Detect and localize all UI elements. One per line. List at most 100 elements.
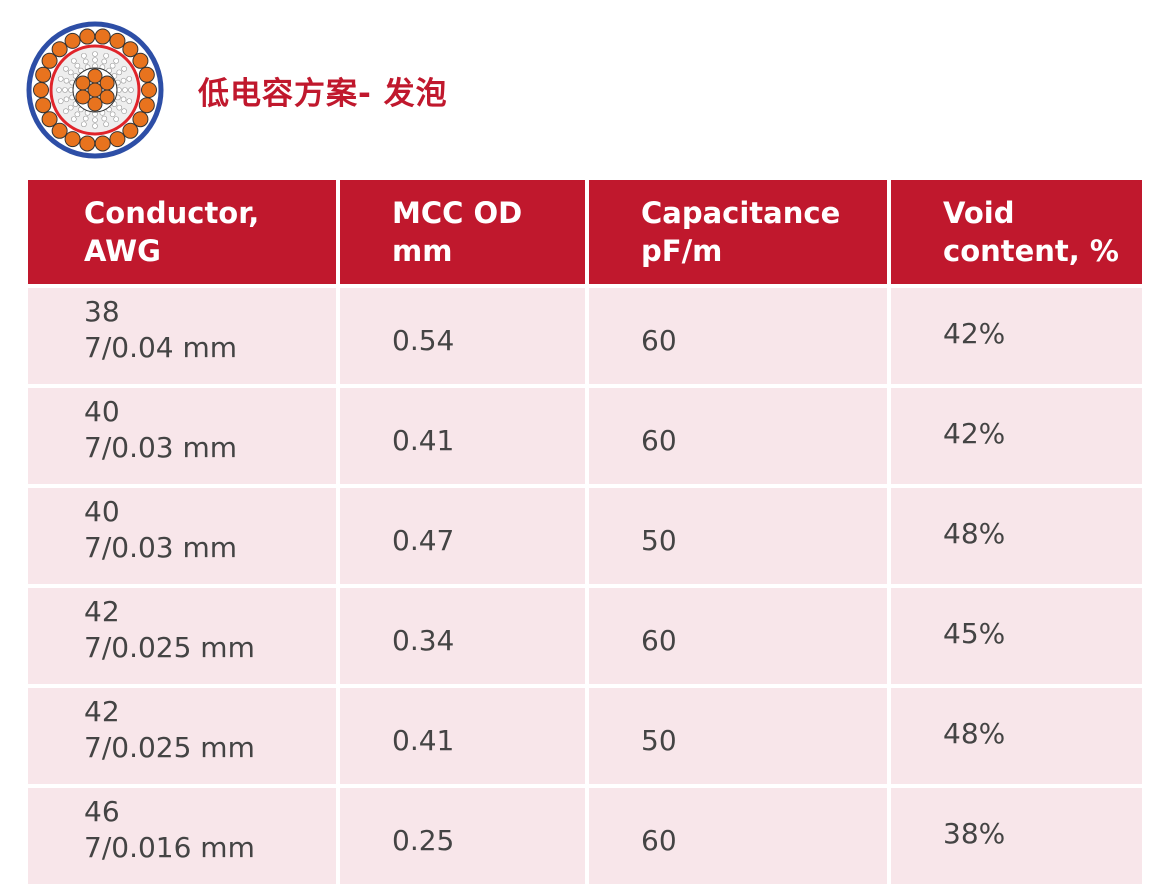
cell-capacitance: 60	[589, 788, 887, 884]
cell-void-content: 38%	[891, 788, 1142, 884]
foam-cell	[113, 116, 119, 122]
table-row: 42 7/0.025 mm 0.41 50 48%	[28, 688, 1142, 784]
cell-conductor: 40 7/0.03 mm	[28, 488, 336, 584]
foam-cell	[56, 87, 62, 93]
foam-cell	[92, 123, 98, 129]
foam-cell	[113, 58, 119, 64]
cell-mcc-od: 0.47	[340, 488, 585, 584]
shield-strand	[109, 131, 126, 148]
foam-cell	[103, 52, 109, 59]
cell-mcc-od: 0.34	[340, 588, 585, 684]
foam-cell	[92, 57, 98, 63]
foam-cell	[101, 115, 108, 122]
foam-cell	[101, 58, 108, 65]
cell-void-content: 45%	[891, 588, 1142, 684]
core-strand	[99, 75, 115, 91]
foam-cell	[126, 76, 133, 82]
shield-strand	[138, 66, 155, 83]
header-mcc-od: MCC OD mm	[340, 180, 585, 284]
foam-cell	[120, 77, 127, 84]
table-row: 46 7/0.016 mm 0.25 60 38%	[28, 788, 1142, 884]
foam-cell	[109, 111, 116, 118]
shield-strand	[41, 111, 58, 128]
foam-cell	[63, 96, 70, 103]
cell-capacitance: 60	[589, 388, 887, 484]
cell-mcc-od: 0.41	[340, 388, 585, 484]
cell-mcc-od: 0.54	[340, 288, 585, 384]
table-header-row: Conductor, AWG MCC OD mm Capacitance pF/m V…	[28, 180, 1142, 284]
table-row: 40 7/0.03 mm 0.47 50 48%	[28, 488, 1142, 584]
shield-strand	[35, 97, 52, 114]
shield-strand	[94, 135, 111, 152]
shield-strand	[138, 97, 155, 114]
foam-cell	[121, 66, 127, 72]
cell-capacitance: 60	[589, 288, 887, 384]
foam-cell	[121, 108, 127, 114]
header-conductor: Conductor, AWG	[28, 180, 336, 284]
foam-cell	[74, 111, 81, 118]
shield-strand	[35, 66, 52, 83]
cell-mcc-od: 0.25	[340, 788, 585, 884]
foam-cell	[82, 58, 89, 65]
header-capacitance: Capacitance pF/m	[589, 180, 887, 284]
core-strand	[99, 89, 115, 105]
shield-strand	[132, 52, 149, 69]
page-title: 低电容方案- 发泡	[198, 76, 448, 112]
foam-cell	[67, 104, 74, 111]
core-strand	[87, 96, 103, 112]
shield-strand	[64, 32, 81, 49]
foam-cell	[63, 66, 69, 72]
shield-strand	[122, 41, 139, 58]
foam-cell	[71, 116, 77, 122]
spec-table: Conductor, AWG MCC OD mm Capacitance pF/m V…	[24, 176, 1146, 888]
shield-strand	[141, 82, 157, 98]
foam-cell	[120, 96, 127, 103]
core-strand	[87, 68, 103, 84]
cable-cross-section-icon	[26, 21, 164, 159]
foam-cell	[116, 104, 123, 111]
cell-conductor: 46 7/0.016 mm	[28, 788, 336, 884]
foam-cell	[81, 52, 87, 59]
foam-cell	[63, 108, 69, 114]
cell-void-content: 42%	[891, 388, 1142, 484]
foam-cell	[57, 76, 64, 82]
cell-conductor: 38 7/0.04 mm	[28, 288, 336, 384]
shield-strand	[33, 82, 49, 98]
cell-mcc-od: 0.41	[340, 688, 585, 784]
cell-conductor: 40 7/0.03 mm	[28, 388, 336, 484]
foam-cell	[128, 87, 134, 93]
core-strand	[75, 89, 91, 105]
foam-cell	[92, 51, 98, 57]
foam-cell	[109, 62, 116, 69]
shield-strand	[109, 32, 126, 49]
cell-capacitance: 60	[589, 588, 887, 684]
foam-cell	[81, 121, 87, 128]
cell-capacitance: 50	[589, 488, 887, 584]
foam-cell	[57, 98, 64, 104]
shield-strand	[79, 28, 96, 45]
shield-strand	[122, 122, 139, 139]
cell-void-content: 48%	[891, 688, 1142, 784]
table-row: 40 7/0.03 mm 0.41 60 42%	[28, 388, 1142, 484]
foam-cell	[116, 69, 123, 76]
cell-void-content: 48%	[891, 488, 1142, 584]
shield-strand	[64, 131, 81, 148]
foam-cell	[82, 115, 89, 122]
shield-strand	[94, 28, 111, 45]
shield-strand	[41, 52, 58, 69]
table-row: 38 7/0.04 mm 0.54 60 42%	[28, 288, 1142, 384]
foam-cell	[63, 77, 70, 84]
foam-cell	[126, 98, 133, 104]
cell-capacitance: 50	[589, 688, 887, 784]
core-strand	[75, 75, 91, 91]
foam-cell	[71, 58, 77, 64]
foam-cell	[92, 117, 98, 123]
shield-strand	[132, 111, 149, 128]
cell-void-content: 42%	[891, 288, 1142, 384]
foam-cell	[103, 121, 109, 128]
table-row: 42 7/0.025 mm 0.34 60 45%	[28, 588, 1142, 684]
foam-cell	[74, 62, 81, 69]
header-void-content: Void content, %	[891, 180, 1142, 284]
foam-cell	[122, 87, 128, 93]
cell-conductor: 42 7/0.025 mm	[28, 688, 336, 784]
